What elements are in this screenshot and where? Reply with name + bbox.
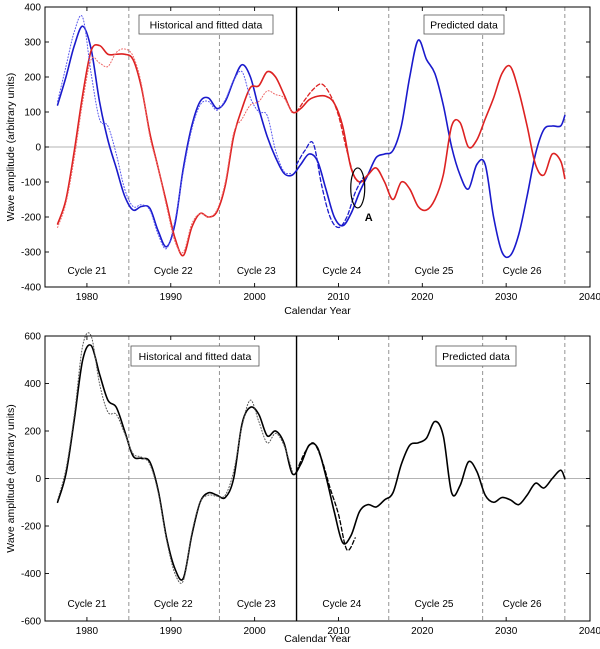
y-tick-label: -200 bbox=[21, 213, 41, 224]
series-dotted-dotted_red-line bbox=[57, 48, 293, 254]
x-tick-label: 2020 bbox=[411, 292, 434, 303]
x-tick-label: 2000 bbox=[243, 292, 266, 303]
y-tick-label: 400 bbox=[24, 3, 41, 14]
x-axis-label: Calendar Year bbox=[284, 305, 351, 317]
info-box-left bbox=[130, 345, 260, 367]
y-tick-label: 100 bbox=[24, 108, 41, 119]
y-tick-label: -200 bbox=[21, 522, 41, 533]
x-tick-label: 1990 bbox=[160, 626, 183, 637]
cycle-label: Cycle 22 bbox=[154, 599, 193, 610]
info-box-left-text: Historical and fitted data bbox=[150, 20, 263, 32]
y-tick-label: 200 bbox=[24, 427, 41, 438]
x-tick-label: 1980 bbox=[76, 292, 99, 303]
cycle-label: Cycle 21 bbox=[67, 266, 106, 277]
x-tick-label: 2000 bbox=[243, 626, 266, 637]
cycle-label: Cycle 22 bbox=[154, 266, 193, 277]
y-axis-label: Wave amplitude (abritrary units) bbox=[5, 404, 17, 552]
info-box-right-text: Predicted data bbox=[442, 351, 510, 363]
cycle-label: Cycle 24 bbox=[322, 599, 361, 610]
y-tick-label: 200 bbox=[24, 73, 41, 84]
series-solid-red-line bbox=[56, 43, 566, 257]
x-tick-label: 2010 bbox=[327, 626, 350, 637]
info-box-right bbox=[435, 345, 517, 367]
y-tick-label: -300 bbox=[21, 248, 41, 259]
y-tick-label: 0 bbox=[35, 143, 41, 154]
cycle-label: Cycle 25 bbox=[415, 266, 454, 277]
y-tick-label: 300 bbox=[24, 38, 41, 49]
x-tick-label: 2040 bbox=[579, 292, 600, 303]
cycle-label: Cycle 26 bbox=[503, 599, 542, 610]
y-tick-label: -600 bbox=[21, 617, 41, 628]
cycle-label: Cycle 21 bbox=[67, 599, 106, 610]
series-dashed-line-line bbox=[295, 442, 356, 552]
bottom-panel: Historical and fitted data Predicted data… bbox=[5, 332, 600, 646]
x-tick-label: 2020 bbox=[411, 626, 434, 637]
cycle-label: Cycle 25 bbox=[415, 599, 454, 610]
y-tick-label: 600 bbox=[24, 332, 41, 343]
cycle-label: Cycle 24 bbox=[322, 266, 361, 277]
y-tick-label: -100 bbox=[21, 178, 41, 189]
y-axis-label: Wave amplitude (arbitrary units) bbox=[5, 73, 17, 221]
info-box-right-text: Predicted data bbox=[430, 20, 498, 32]
top-panel: A Historical and fitted data Predicted dat… bbox=[5, 3, 600, 318]
x-tick-label: 2040 bbox=[579, 626, 600, 637]
x-tick-label: 2030 bbox=[495, 292, 518, 303]
series-solid-blue-line bbox=[56, 25, 566, 259]
series-dashed-blue-line bbox=[295, 140, 365, 229]
x-axis-label: Calendar Year bbox=[284, 633, 351, 645]
annotation-label: A bbox=[365, 212, 373, 224]
annotation-ellipse bbox=[350, 167, 366, 209]
x-tick-label: 2010 bbox=[327, 292, 350, 303]
y-tick-label: 400 bbox=[24, 379, 41, 390]
x-tick-label: 2030 bbox=[495, 626, 518, 637]
y-tick-label: -400 bbox=[21, 569, 41, 580]
x-tick-label: 1990 bbox=[160, 292, 183, 303]
info-box-left-text: Historical and fitted data bbox=[139, 351, 252, 363]
x-tick-label: 1980 bbox=[76, 626, 99, 637]
cycle-label: Cycle 26 bbox=[503, 266, 542, 277]
y-tick-label: -400 bbox=[21, 283, 41, 294]
cycle-label: Cycle 23 bbox=[237, 266, 276, 277]
cycle-label: Cycle 23 bbox=[237, 599, 276, 610]
y-tick-label: 0 bbox=[35, 474, 41, 485]
info-box-right bbox=[423, 14, 505, 35]
series-dotted-dotted-line bbox=[57, 332, 293, 584]
info-box-left bbox=[138, 14, 274, 35]
